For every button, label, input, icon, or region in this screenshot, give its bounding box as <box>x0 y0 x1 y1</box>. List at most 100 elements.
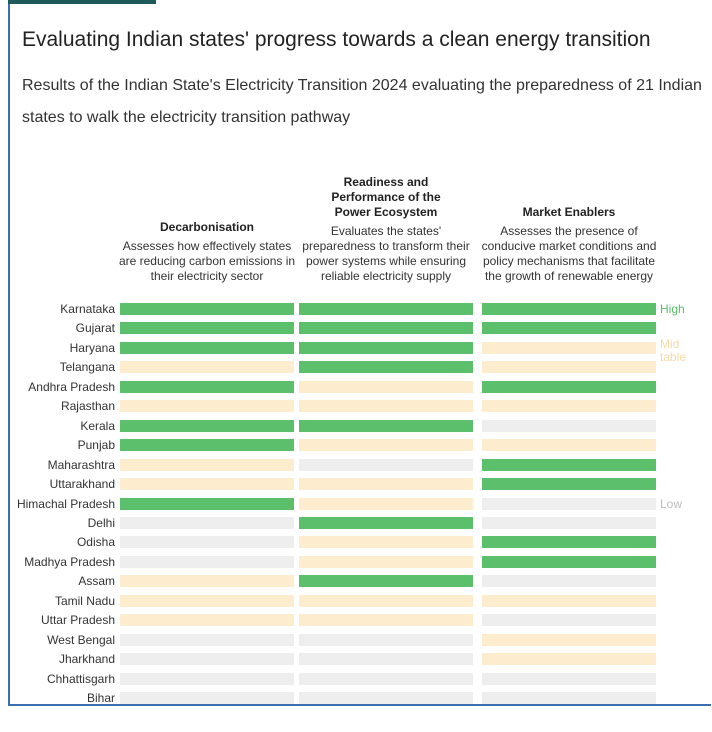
cell <box>299 536 473 549</box>
row-label: Himachal Pradesh <box>16 496 115 511</box>
row-label: Jharkhand <box>58 652 115 667</box>
cell <box>120 322 294 335</box>
column-description: Evaluates the states' preparedness to tr… <box>302 224 470 283</box>
cell <box>482 380 656 393</box>
cell <box>299 653 473 666</box>
cell <box>120 555 294 568</box>
cell <box>299 672 473 685</box>
row-label: Kerala <box>80 418 115 433</box>
row-label: Uttar Pradesh <box>40 613 115 628</box>
cell <box>120 497 294 510</box>
cell <box>482 614 656 627</box>
column-title: Decarbonisation <box>159 220 255 234</box>
cell <box>120 361 294 374</box>
cell <box>299 380 473 393</box>
cell <box>482 672 656 685</box>
column-description: Assesses how effectively states are redu… <box>118 239 296 283</box>
cell <box>120 672 294 685</box>
row-label: Chhattisgarh <box>46 671 115 686</box>
legend-label: Mid table <box>660 337 687 364</box>
cell <box>482 692 656 704</box>
cell <box>299 555 473 568</box>
legend-label: Low <box>660 496 683 511</box>
row-label: Delhi <box>87 515 115 530</box>
row-label: Gujarat <box>75 321 115 336</box>
row-label: West Bengal <box>47 632 115 647</box>
cell <box>299 614 473 627</box>
row-label: Karnataka <box>60 302 115 316</box>
cell <box>482 322 656 335</box>
cell <box>299 341 473 354</box>
cell <box>120 575 294 588</box>
cell <box>482 516 656 529</box>
row-label: Uttarakhand <box>49 477 115 492</box>
cell <box>482 419 656 432</box>
cell <box>299 516 473 529</box>
legend-label: High <box>660 302 685 316</box>
cell <box>120 536 294 549</box>
cell <box>120 400 294 413</box>
row-label: Rajasthan <box>60 399 115 414</box>
cell <box>120 614 294 627</box>
cell <box>299 458 473 471</box>
cell <box>299 419 473 432</box>
chart-subtitle: Results of the Indian State's Electricit… <box>22 77 702 126</box>
column-description: Assesses the presence of conducive marke… <box>481 224 657 283</box>
cell <box>120 516 294 529</box>
cell <box>482 439 656 452</box>
row-label: Odisha <box>76 535 115 550</box>
cell <box>120 380 294 393</box>
cell <box>299 478 473 491</box>
cell <box>299 594 473 607</box>
cell <box>482 555 656 568</box>
cell <box>299 633 473 646</box>
cell <box>482 536 656 549</box>
row-label: Assam <box>78 574 115 589</box>
cell <box>120 633 294 646</box>
row-label: Punjab <box>77 438 115 453</box>
cell <box>482 633 656 646</box>
cell <box>299 439 473 452</box>
column-header: Readiness and Performance of the Power E… <box>297 160 475 284</box>
cell <box>482 341 656 354</box>
column-header: Decarbonisation Assesses how effectively … <box>118 160 296 284</box>
cell <box>299 322 473 335</box>
cell <box>482 400 656 413</box>
cell <box>482 594 656 607</box>
cell <box>120 478 294 491</box>
cell <box>120 458 294 471</box>
row-label: Tamil Nadu <box>54 593 115 608</box>
cell <box>120 653 294 666</box>
cell <box>482 653 656 666</box>
cell <box>299 361 473 374</box>
cell <box>120 303 294 315</box>
cell <box>120 341 294 354</box>
cell <box>120 439 294 452</box>
cell <box>120 692 294 704</box>
cell <box>120 594 294 607</box>
top-bar <box>8 0 156 4</box>
column-header: Market Enablers Assesses the presence of … <box>480 160 658 284</box>
cell <box>482 458 656 471</box>
cell <box>482 575 656 588</box>
cell <box>120 419 294 432</box>
row-label: Madhya Pradesh <box>24 554 115 569</box>
row-label: Andhra Pradesh <box>28 379 115 394</box>
row-label: Telangana <box>59 360 115 375</box>
row-label: Maharashtra <box>47 457 115 472</box>
cell <box>299 575 473 588</box>
cell <box>299 497 473 510</box>
cell <box>299 692 473 704</box>
chart-title: Evaluating Indian states' progress towar… <box>22 28 651 51</box>
cell <box>482 361 656 374</box>
cell <box>299 400 473 413</box>
column-title: Market Enablers <box>522 205 616 219</box>
row-label: Haryana <box>69 340 115 355</box>
cell <box>299 303 473 315</box>
column-title: Readiness and Performance of the Power E… <box>331 175 441 219</box>
cell <box>482 303 656 315</box>
frame <box>8 0 711 706</box>
cell <box>482 497 656 510</box>
cell <box>482 478 656 491</box>
